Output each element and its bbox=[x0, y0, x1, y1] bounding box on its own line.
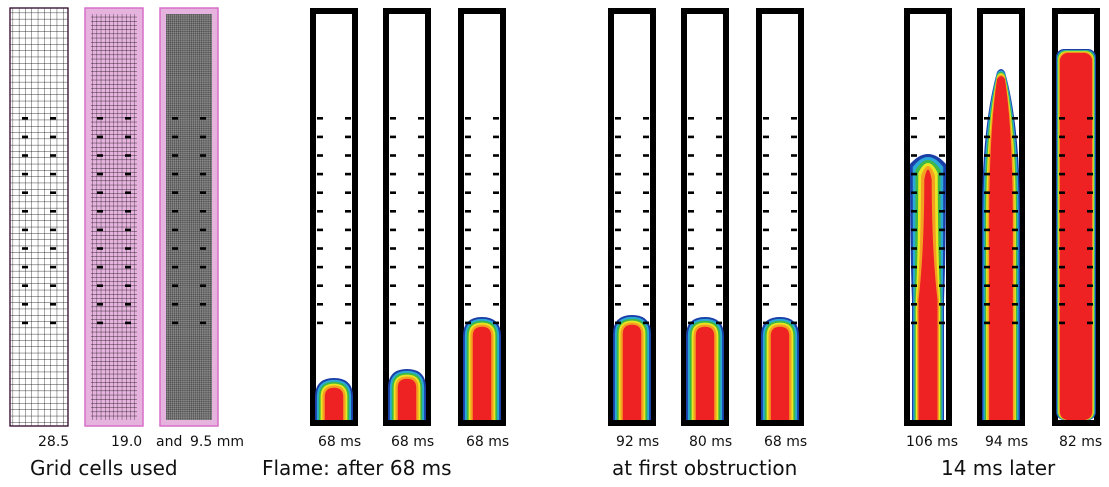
group3-caption: 14 ms later bbox=[941, 456, 1056, 480]
obstruction-bars bbox=[984, 117, 1018, 325]
tube-g2-3 bbox=[756, 8, 804, 426]
flame-region bbox=[613, 315, 651, 420]
flame-region bbox=[463, 317, 501, 420]
tube-panels bbox=[22, 8, 1100, 426]
flame-region bbox=[388, 369, 426, 420]
group1-time-2: 68 ms bbox=[391, 434, 435, 450]
flame-region bbox=[910, 154, 946, 420]
grid-size-coarse-label: 28.5 bbox=[38, 434, 70, 450]
grid-size-medium-label: 19.0 bbox=[111, 434, 143, 450]
tube-g2-2 bbox=[681, 8, 729, 426]
grid-mesh-coarse bbox=[9, 7, 69, 427]
group1-time-1: 68 ms bbox=[318, 434, 362, 450]
grid-mesh-medium bbox=[84, 7, 144, 427]
grid-size-joiner-label: and bbox=[156, 434, 183, 450]
grid-caption: Grid cells used bbox=[30, 456, 178, 480]
flame-region bbox=[686, 317, 724, 420]
obstruction-bars bbox=[615, 117, 649, 325]
group1-caption: Flame: after 68 ms bbox=[262, 456, 452, 480]
grid-mesh-fine bbox=[159, 7, 219, 427]
obstruction-bars bbox=[763, 117, 797, 325]
group3-time-2: 94 ms bbox=[985, 434, 1029, 450]
tube-g3-3 bbox=[1052, 8, 1100, 426]
group3-time-1: 106 ms bbox=[906, 434, 959, 450]
group1-time-3: 68 ms bbox=[466, 434, 510, 450]
tube-g1-1 bbox=[310, 8, 358, 426]
obstruction-bars bbox=[390, 117, 424, 325]
tube-g2-1 bbox=[608, 8, 656, 426]
flame-region bbox=[761, 317, 799, 420]
grid-obstruction-bars bbox=[22, 117, 206, 325]
tube-g1-2 bbox=[383, 8, 431, 426]
flame-region bbox=[315, 378, 353, 420]
tube-g1-3 bbox=[458, 8, 506, 426]
flame-region bbox=[1056, 49, 1096, 421]
obstruction-bars bbox=[465, 117, 499, 325]
group2-time-3: 68 ms bbox=[764, 434, 808, 450]
group2-caption: at first obstruction bbox=[612, 456, 798, 480]
grid-size-fine-label: 9.5 mm bbox=[190, 434, 244, 450]
obstruction-bars bbox=[911, 117, 945, 325]
grid-panel bbox=[9, 7, 219, 427]
group3-time-3: 82 ms bbox=[1059, 434, 1103, 450]
flame-region bbox=[982, 69, 1020, 421]
group2-time-1: 92 ms bbox=[616, 434, 660, 450]
tube-g3-2 bbox=[977, 8, 1025, 426]
obstruction-bars bbox=[688, 117, 722, 325]
tube-g3-1 bbox=[904, 8, 952, 426]
group2-time-2: 80 ms bbox=[689, 434, 733, 450]
obstruction-bars bbox=[1059, 117, 1093, 325]
obstruction-bars bbox=[317, 117, 351, 325]
